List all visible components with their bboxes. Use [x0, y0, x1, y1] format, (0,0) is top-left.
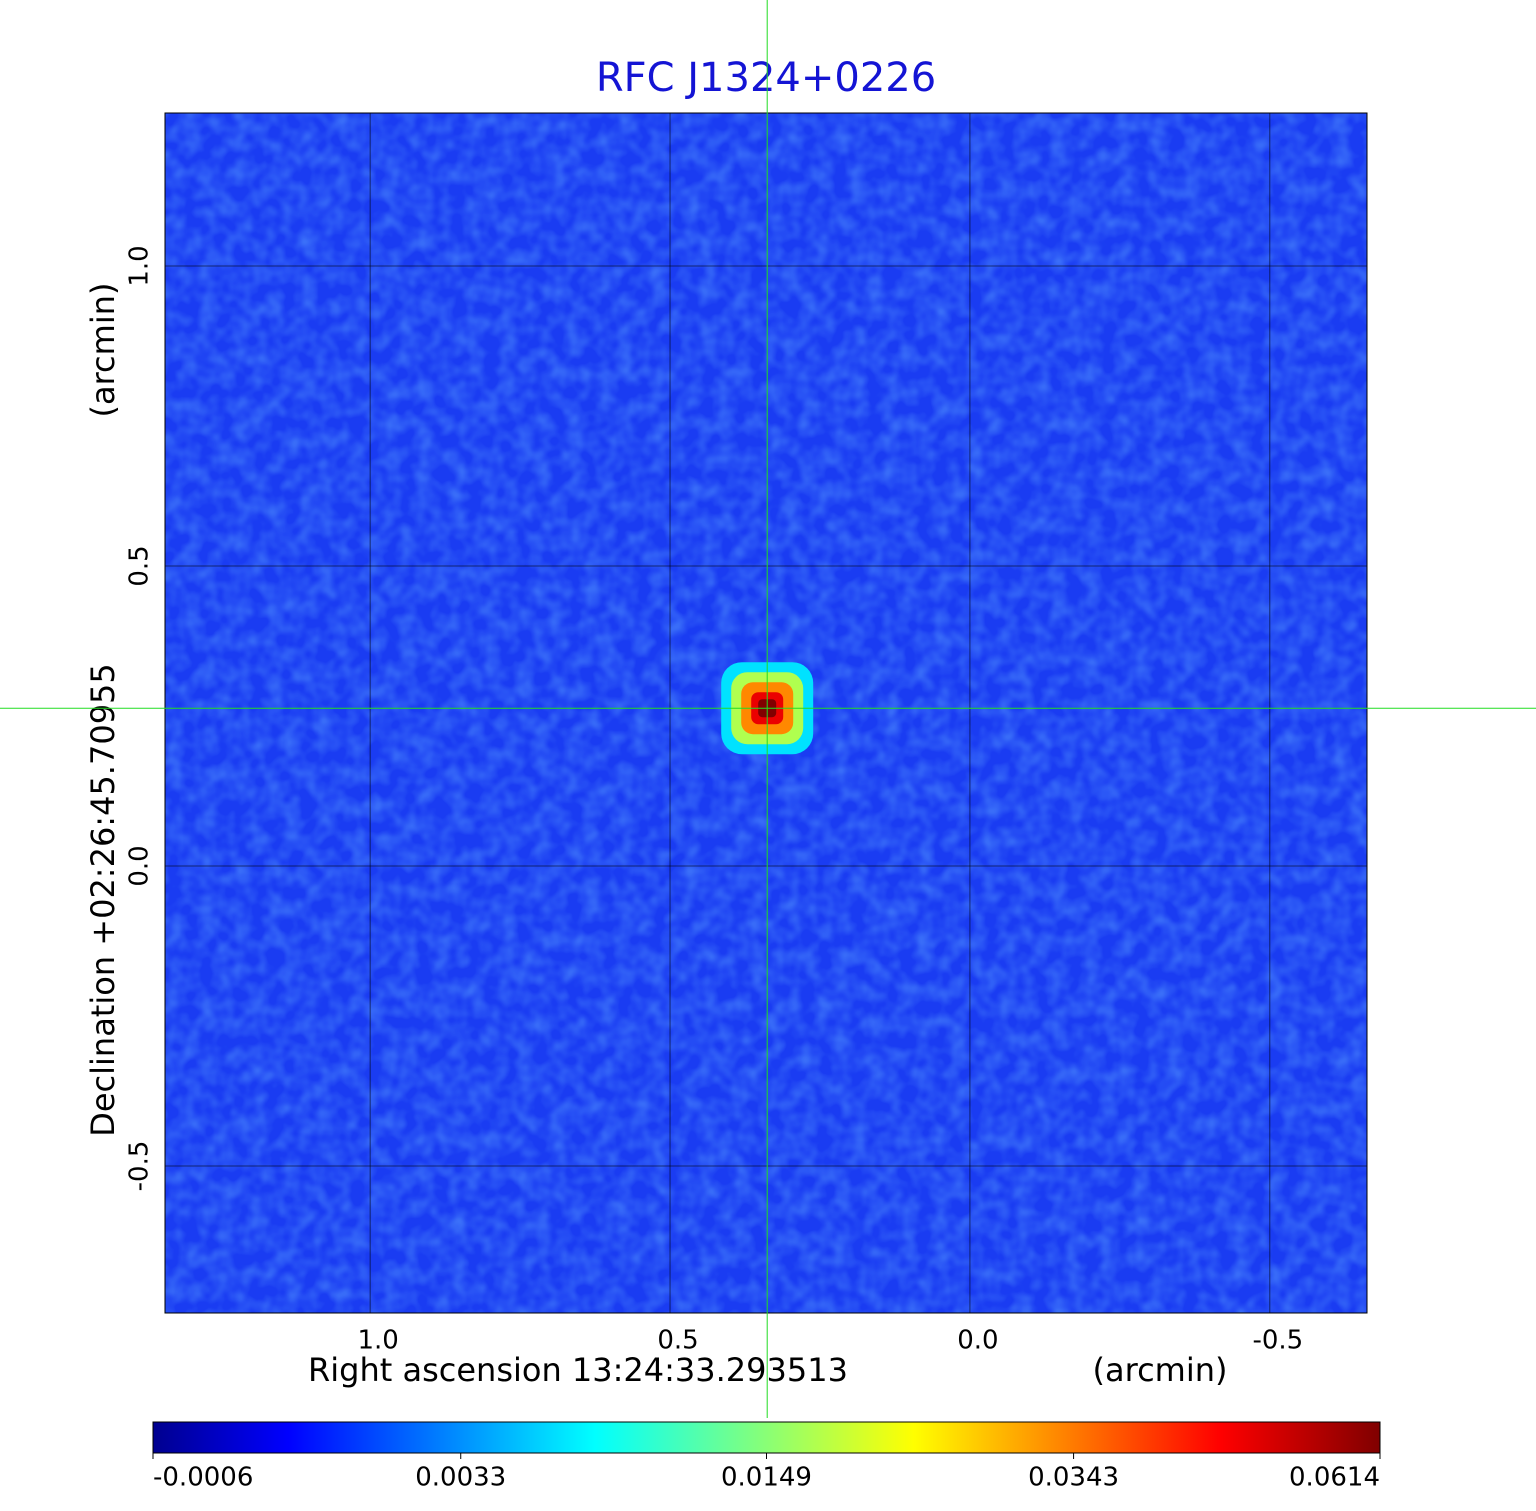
- x-tick-label: 1.0: [357, 1326, 398, 1356]
- x-tick-label: -0.5: [1252, 1326, 1303, 1356]
- x-axis-unit: (arcmin): [1093, 1351, 1228, 1389]
- y-axis-label: Declination +02:26:45.70955: [84, 663, 122, 1137]
- plot-frame: [164, 112, 1368, 1314]
- colorbar: [152, 1421, 1381, 1454]
- colorbar-tick-label: 0.0343: [1028, 1463, 1119, 1493]
- colorbar-tick-label: -0.0006: [153, 1463, 253, 1493]
- chart-title: RFC J1324+0226: [596, 55, 936, 101]
- x-tick-label: 0.5: [657, 1326, 698, 1356]
- y-tick-label: -0.5: [125, 1141, 155, 1192]
- y-tick-label: 0.0: [125, 845, 155, 886]
- x-tick-label: 0.0: [957, 1326, 998, 1356]
- colorbar-tick-label: 0.0149: [721, 1463, 812, 1493]
- colorbar-tick-label: 0.0033: [415, 1463, 506, 1493]
- y-axis-unit: (arcmin): [84, 283, 122, 418]
- y-tick-label: 1.0: [125, 245, 155, 286]
- x-axis-label: Right ascension 13:24:33.293513: [308, 1351, 848, 1389]
- colorbar-tick-label: 0.0614: [1289, 1463, 1380, 1493]
- y-tick-label: 0.5: [125, 545, 155, 586]
